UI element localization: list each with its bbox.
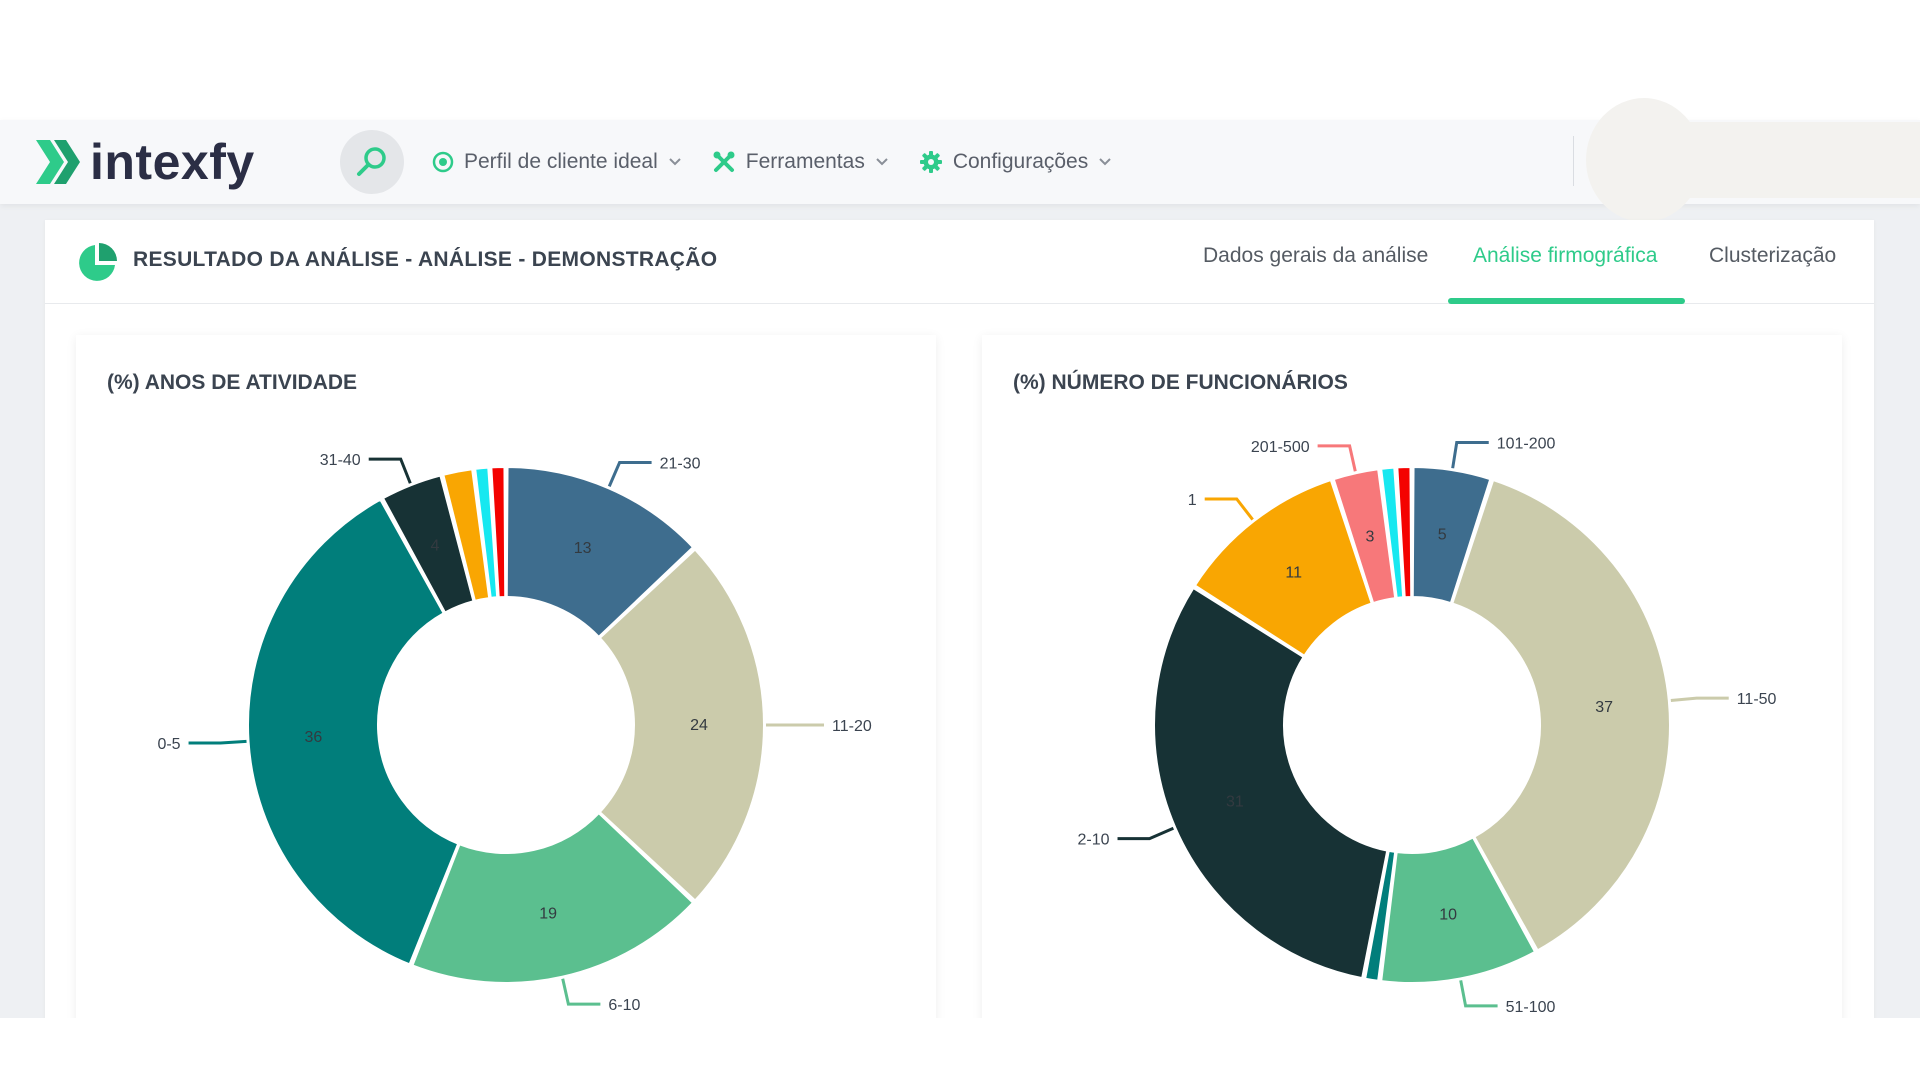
slice-value-label: 11 xyxy=(1285,565,1302,582)
pie-slice-unlabeled-8[interactable] xyxy=(1396,466,1413,599)
slice-leader-line xyxy=(188,739,247,745)
gear-icon xyxy=(919,151,942,173)
chart-card-numero-funcionarios: (%) NÚMERO DE FUNCIONÁRIOS 5 101-200 37 11-… xyxy=(982,335,1842,1035)
pie-slice-51-100[interactable] xyxy=(1380,836,1536,984)
slice-leader-line xyxy=(607,461,652,487)
slice-value-label: 31 xyxy=(1226,794,1244,811)
pie-slice-unlabeled-6[interactable] xyxy=(474,466,499,599)
chart-title: (%) NÚMERO DE FUNCIONÁRIOS xyxy=(1013,371,1348,394)
pie-slice-101-200[interactable] xyxy=(1411,466,1492,605)
pie-slice-unlabeled-3[interactable] xyxy=(1364,849,1397,982)
slice-category-label: 51-100 xyxy=(1506,999,1556,1016)
slice-leader-line xyxy=(561,978,601,1006)
chevron-down-icon xyxy=(1099,158,1111,166)
slice-leader-line xyxy=(368,457,412,484)
search-button[interactable] xyxy=(340,130,404,194)
chevron-down-icon xyxy=(876,158,888,166)
card-header: RESULTADO DA ANÁLISE - ANÁLISE - DEMONST… xyxy=(45,220,1874,304)
slice-value-label: 37 xyxy=(1595,699,1613,716)
analysis-result-card: RESULTADO DA ANÁLISE - ANÁLISE - DEMONST… xyxy=(45,220,1874,1035)
pie-slice-1[interactable] xyxy=(1193,479,1373,657)
chart-card-anos-atividade: (%) ANOS DE ATIVIDADE 13 21-30 24 11-20 19 6-… xyxy=(76,335,936,1035)
nav-divider xyxy=(1573,136,1574,186)
slice-category-label: 2-10 xyxy=(1077,832,1109,849)
slice-category-label: 0-5 xyxy=(157,736,180,753)
slice-leader-line xyxy=(1204,497,1254,521)
slice-category-label: 21-30 xyxy=(660,456,701,473)
tools-icon xyxy=(713,151,735,172)
slice-value-label: 36 xyxy=(304,729,322,746)
pie-slice-0-5[interactable] xyxy=(247,498,460,966)
active-tab-indicator xyxy=(1448,298,1685,304)
slice-category-label: 1 xyxy=(1188,492,1197,509)
slice-category-label: 201-500 xyxy=(1251,439,1310,456)
pie-slice-31-40[interactable] xyxy=(382,474,475,614)
tab-dados-gerais[interactable]: Dados gerais da análise xyxy=(1203,244,1429,267)
chart-title: (%) ANOS DE ATIVIDADE xyxy=(107,371,358,394)
logo-text: intexfy xyxy=(90,134,255,190)
slice-category-label: 11-50 xyxy=(1737,691,1777,708)
slice-value-label: 19 xyxy=(539,905,557,922)
slice-leader-line xyxy=(1317,444,1357,472)
nav-configuracoes-label: Configurações xyxy=(952,150,1089,173)
slice-value-label: 5 xyxy=(1438,526,1447,543)
pie-slice-unlabeled-7[interactable] xyxy=(490,466,507,599)
pie-chart-icon xyxy=(79,243,117,281)
slice-value-label: 4 xyxy=(430,538,439,555)
pie-slice-11-50[interactable] xyxy=(1451,479,1671,952)
pie-slice-201-500[interactable] xyxy=(1332,468,1397,605)
slice-value-label: 24 xyxy=(690,717,708,734)
nav-ferramentas[interactable]: Ferramentas xyxy=(712,150,889,174)
page-title: RESULTADO DA ANÁLISE - ANÁLISE - DEMONST… xyxy=(133,248,718,271)
pie-slice-11-20[interactable] xyxy=(598,548,765,902)
nav-perfil-cliente-ideal[interactable]: Perfil de cliente ideal xyxy=(432,150,682,174)
slice-leader-line xyxy=(1451,441,1489,469)
slice-value-label: 13 xyxy=(574,540,592,557)
tab-analise-firmografica[interactable]: Análise firmográfica xyxy=(1473,244,1658,267)
slice-category-label: 31-40 xyxy=(320,452,361,469)
tab-clusterizacao[interactable]: Clusterização xyxy=(1709,244,1837,267)
slice-leader-line xyxy=(1459,980,1498,1008)
donut-chart-anos-atividade: 13 21-30 24 11-20 19 6-10 36 0-5 4 31-40 xyxy=(157,452,872,1014)
search-icon xyxy=(357,147,386,176)
pie-slice-2-10[interactable] xyxy=(1153,587,1389,980)
slice-leader-line xyxy=(1117,826,1174,841)
slice-value-label: 10 xyxy=(1439,907,1457,924)
pie-slice-21-30[interactable] xyxy=(505,466,695,638)
slice-category-label: 101-200 xyxy=(1497,436,1556,453)
user-profile-area[interactable] xyxy=(1640,122,1920,198)
bottom-margin xyxy=(0,1018,1920,1080)
slice-value-label: 3 xyxy=(1365,529,1374,546)
pie-slice-6-10[interactable] xyxy=(411,812,695,984)
pie-slice-unlabeled-7[interactable] xyxy=(1380,466,1405,599)
logo-chevrons-icon xyxy=(36,140,80,184)
brand-logo[interactable]: intexfy xyxy=(34,130,255,194)
slice-category-label: 6-10 xyxy=(608,997,640,1014)
slice-leader-line xyxy=(1670,696,1729,703)
pie-slice-unlabeled-5[interactable] xyxy=(442,468,491,602)
nav-configuracoes[interactable]: Configurações xyxy=(919,150,1112,174)
main-menu: Perfil de cliente ideal Ferramentas xyxy=(432,120,1142,204)
chevron-down-icon xyxy=(669,158,681,166)
nav-perfil-label: Perfil de cliente ideal xyxy=(464,150,658,173)
slice-category-label: 11-20 xyxy=(832,718,872,735)
target-icon xyxy=(432,151,454,173)
nav-ferramentas-label: Ferramentas xyxy=(745,150,865,173)
